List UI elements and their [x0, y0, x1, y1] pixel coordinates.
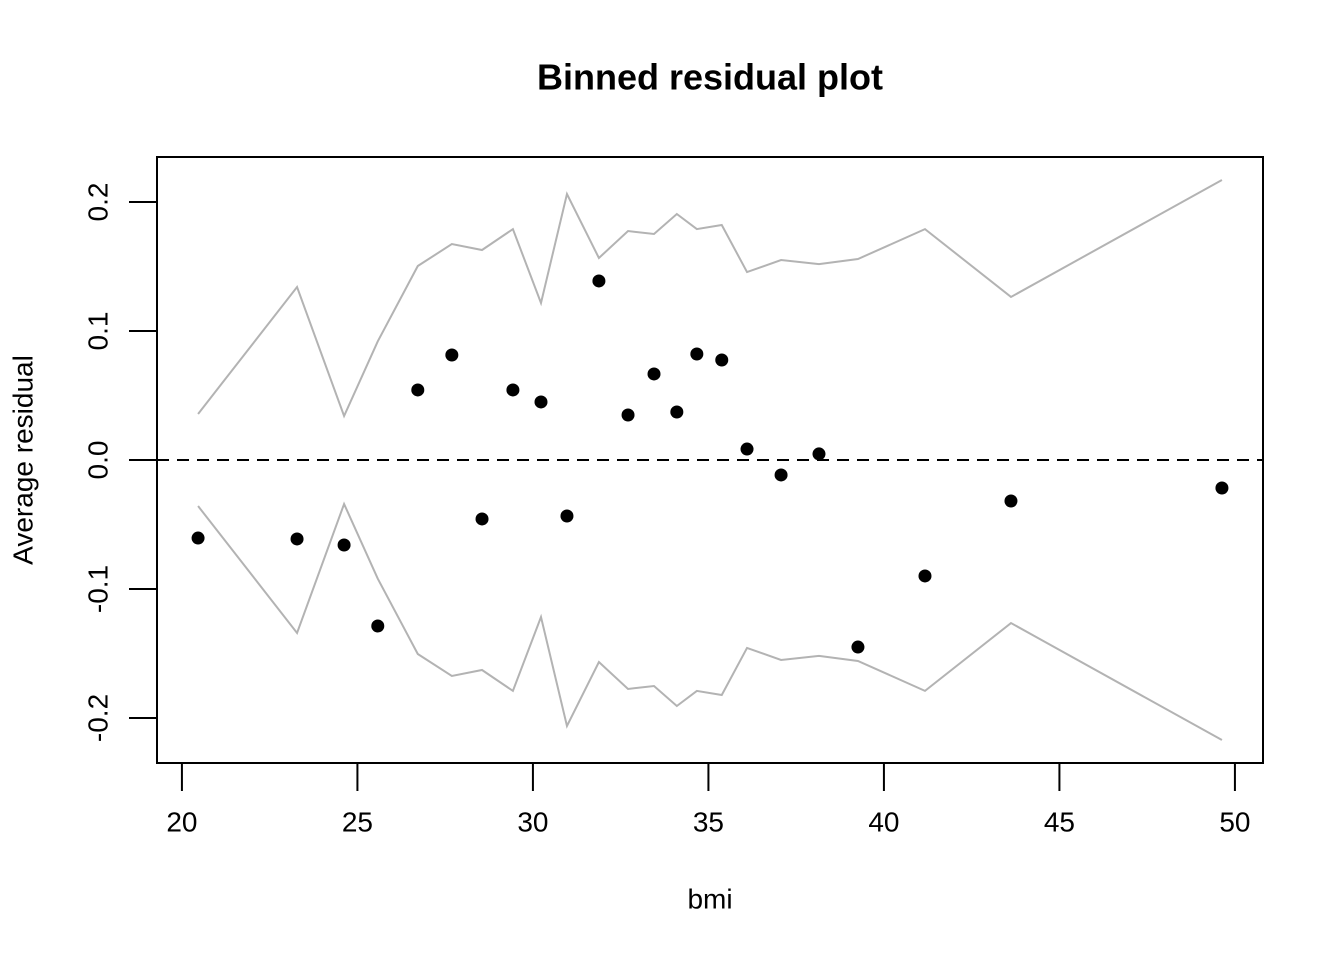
point: [534, 395, 548, 409]
point: [1215, 481, 1229, 495]
point: [560, 509, 574, 523]
point: [411, 383, 425, 397]
point: [690, 347, 704, 361]
y-axis-label: Average residual: [7, 355, 38, 565]
point: [1004, 494, 1018, 508]
x-tick-label: 50: [1219, 806, 1250, 837]
point: [445, 348, 459, 362]
point: [647, 367, 661, 381]
point: [592, 274, 606, 288]
y-tick-label: 0.2: [82, 183, 113, 222]
bound-line: [197, 179, 1223, 419]
chart-title: Binned residual plot: [537, 57, 883, 98]
point: [740, 442, 754, 456]
x-tick-label: 20: [166, 806, 197, 837]
x-tick-label: 35: [693, 806, 724, 837]
x-tick-label: 30: [517, 806, 548, 837]
bound-line: [197, 501, 1223, 741]
point: [191, 531, 205, 545]
x-axis-label: bmi: [687, 883, 732, 914]
y-tick-label: 0.1: [82, 312, 113, 351]
point: [918, 569, 932, 583]
point: [774, 468, 788, 482]
point: [337, 538, 351, 552]
x-tick-label: 45: [1044, 806, 1075, 837]
y-tick-label: -0.2: [82, 694, 113, 742]
point: [851, 640, 865, 654]
point: [670, 405, 684, 419]
x-tick-label: 40: [868, 806, 899, 837]
point: [475, 512, 489, 526]
y-tick-label: -0.1: [82, 565, 113, 613]
y-tick-label: 0.0: [82, 441, 113, 480]
point: [506, 383, 520, 397]
point: [621, 408, 635, 422]
point: [290, 532, 304, 546]
point: [812, 447, 826, 461]
point: [715, 353, 729, 367]
x-tick-label: 25: [342, 806, 373, 837]
point: [371, 619, 385, 633]
